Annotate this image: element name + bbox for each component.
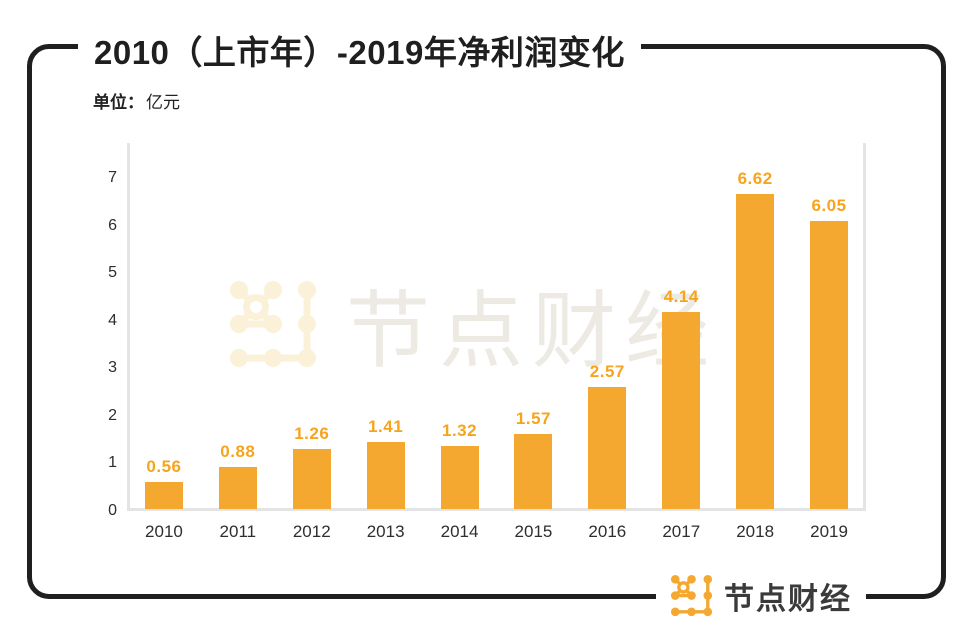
x-axis-tick-label: 2012 <box>292 522 331 541</box>
y-axis-tick-label: 6 <box>108 216 117 234</box>
x-axis-tick-label: 2019 <box>810 522 848 541</box>
bar-chart-plot-area: 0 1 2 3 4 5 6 7 0.56 2010 0.88 2011 1.26 2012 1.41 2013… <box>108 143 866 541</box>
x-axis-tick-label: 2013 <box>366 522 405 541</box>
x-axis-tick-label: 2018 <box>736 522 775 541</box>
bar-2018 <box>736 194 775 509</box>
y-axis-tick-label: 7 <box>108 169 117 186</box>
bar-value-label: 6.05 <box>811 196 847 216</box>
x-axis-tick-label: 2016 <box>588 522 627 541</box>
y-axis-tick-label: 1 <box>108 454 117 472</box>
node-grid-logo-icon <box>670 574 713 617</box>
y-axis-tick-label: 3 <box>108 359 117 377</box>
bar-value-label: 1.26 <box>294 424 330 444</box>
right-border-line <box>863 143 866 511</box>
y-axis-tick-label: 5 <box>108 264 117 282</box>
bar-2017 <box>662 312 701 509</box>
unit-label-value: 亿元 <box>146 93 180 112</box>
bar-2012 <box>292 449 331 509</box>
bar-value-label: 0.56 <box>146 457 182 477</box>
bar-2014 <box>440 446 479 509</box>
x-axis-tick-label: 2010 <box>145 522 183 541</box>
y-axis-line <box>127 143 130 511</box>
x-axis-tick-label: 2017 <box>662 522 701 541</box>
bar-2019 <box>810 221 849 509</box>
y-axis-tick-label: 0 <box>108 502 117 519</box>
y-axis-tick-label: 4 <box>108 311 117 329</box>
bar-value-label: 6.62 <box>737 169 773 189</box>
page-title: 2010（上市年）-2019年净利润变化 <box>94 34 625 71</box>
x-axis-line <box>127 508 866 511</box>
bar-value-label: 1.32 <box>441 421 478 441</box>
bar-2010 <box>144 482 183 509</box>
brand-logo: 节点财经 <box>656 568 866 624</box>
title-block: 2010（上市年）-2019年净利润变化 <box>78 20 641 84</box>
x-axis-tick-label: 2011 <box>219 522 257 541</box>
bar-value-label: 1.57 <box>515 409 551 429</box>
bar-2011 <box>218 467 257 509</box>
brand-name: 节点财经 <box>724 583 852 616</box>
bar-value-label: 2.57 <box>589 361 625 381</box>
unit-label: 单位： 亿元 <box>93 88 180 113</box>
unit-label-prefix: 单位： <box>93 93 144 112</box>
bar-2015 <box>514 434 553 509</box>
x-axis-tick-label: 2015 <box>514 522 553 541</box>
x-axis-tick-label: 2014 <box>440 522 479 541</box>
bar-2016 <box>588 386 627 509</box>
y-axis-tick-label: 2 <box>108 406 117 424</box>
bar-2013 <box>366 441 405 509</box>
bar-value-label: 0.88 <box>220 442 256 462</box>
bar-value-label: 4.14 <box>663 287 699 307</box>
bar-value-label: 1.41 <box>368 416 404 436</box>
